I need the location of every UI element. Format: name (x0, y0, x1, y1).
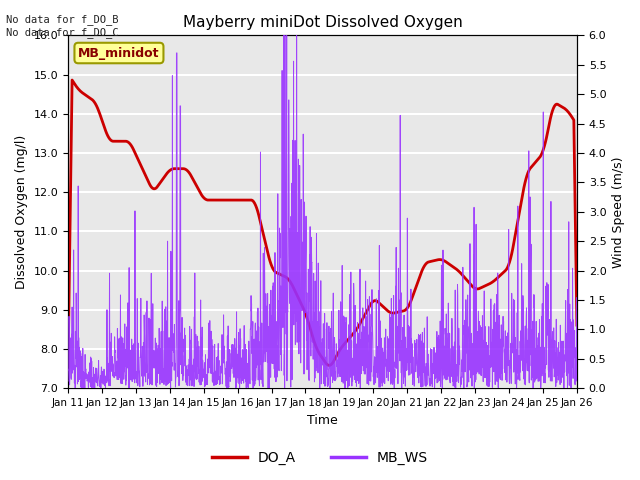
Y-axis label: Dissolved Oxygen (mg/l): Dissolved Oxygen (mg/l) (15, 135, 28, 289)
X-axis label: Time: Time (307, 414, 338, 427)
Legend: DO_A, MB_WS: DO_A, MB_WS (207, 445, 433, 471)
Y-axis label: Wind Speed (m/s): Wind Speed (m/s) (612, 156, 625, 267)
Text: MB_minidot: MB_minidot (78, 47, 160, 60)
Title: Mayberry miniDot Dissolved Oxygen: Mayberry miniDot Dissolved Oxygen (182, 15, 462, 30)
Text: No data for f_DO_B
No data for f_DO_C: No data for f_DO_B No data for f_DO_C (6, 14, 119, 38)
